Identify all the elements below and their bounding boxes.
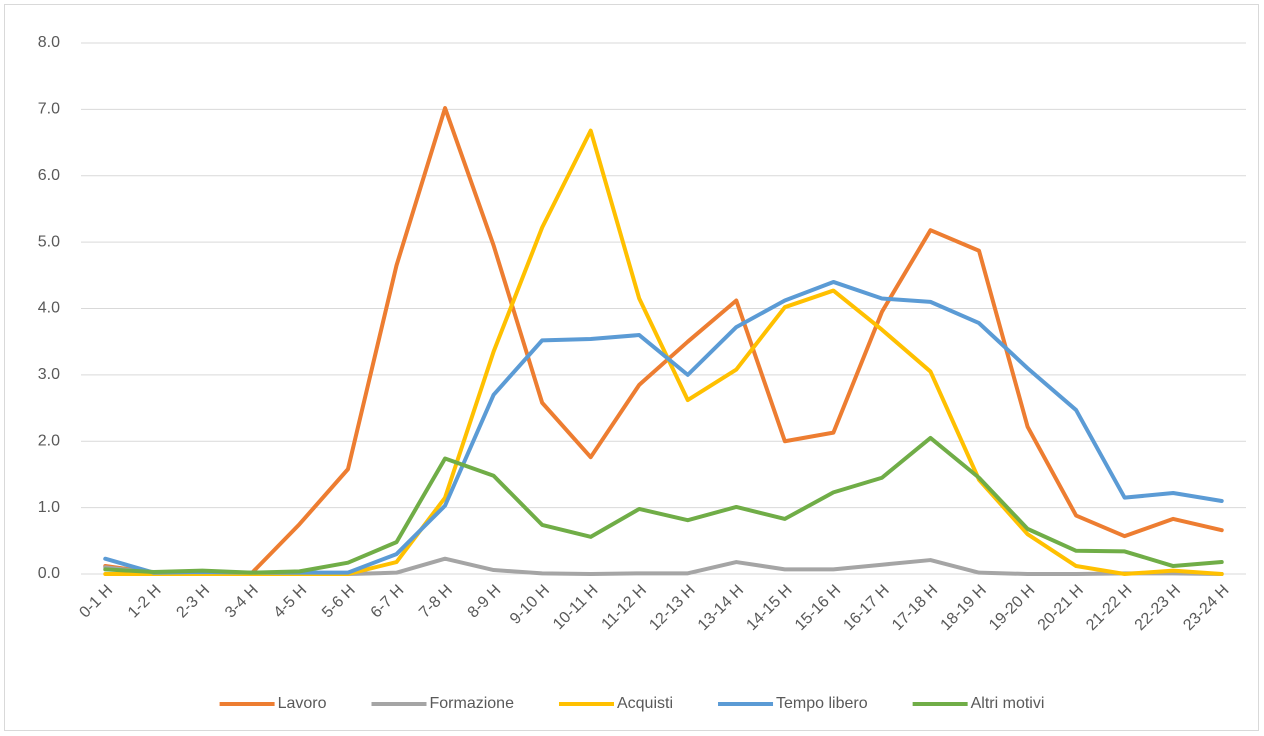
y-tick-label: 1.0 — [38, 499, 60, 516]
y-tick-label: 3.0 — [38, 366, 60, 383]
series-line — [103, 106, 1224, 576]
legend-label: Lavoro — [278, 695, 327, 712]
y-tick-label: 8.0 — [38, 34, 60, 51]
legend-label: Tempo libero — [776, 695, 868, 712]
y-tick-label: 6.0 — [38, 167, 60, 184]
series-line — [103, 435, 1224, 575]
y-tick-label: 0.0 — [38, 565, 60, 582]
legend-label: Acquisti — [617, 695, 673, 712]
y-tick-label: 7.0 — [38, 101, 60, 118]
legend: Lavoro Formazione Acquisti Tempo libero Altr… — [219, 695, 1045, 712]
y-tick-label: 2.0 — [38, 432, 60, 449]
legend-label: Altri motivi — [971, 695, 1045, 712]
y-tick-label: 4.0 — [38, 300, 60, 317]
lines — [103, 106, 1224, 576]
legend-label: Formazione — [430, 695, 515, 712]
chart-border — [4, 4, 1259, 731]
y-tick-label: 5.0 — [38, 233, 60, 250]
